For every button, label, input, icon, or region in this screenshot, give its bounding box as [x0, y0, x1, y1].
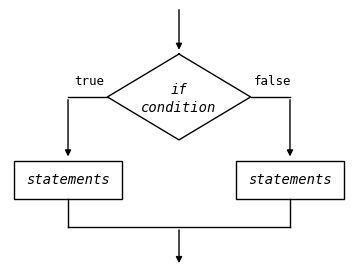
Text: statements: statements	[26, 173, 110, 187]
Bar	[236, 161, 344, 199]
Bar	[14, 161, 122, 199]
Text: statements: statements	[248, 173, 332, 187]
Text: condition: condition	[141, 101, 217, 115]
Text: if: if	[171, 83, 187, 97]
Text: true: true	[74, 75, 104, 88]
Text: false: false	[254, 75, 292, 88]
